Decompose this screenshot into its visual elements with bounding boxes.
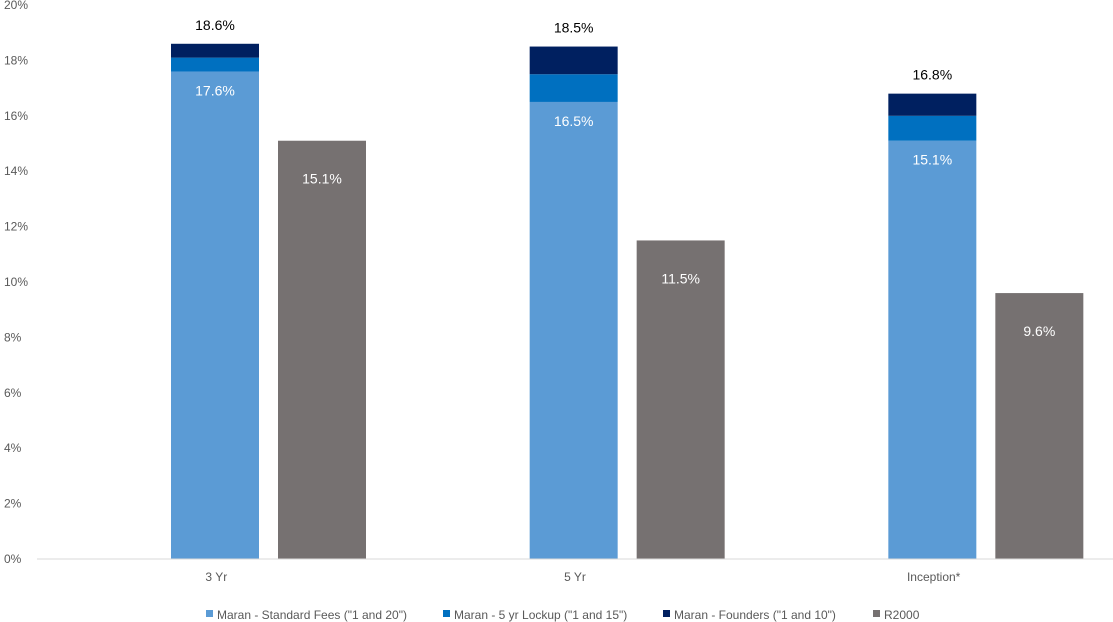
bar-r2000 [278, 140, 366, 560]
bars [171, 43, 1084, 560]
y-axis: 0% 2% 4% 6% 8% 10% 12% 14% 16% 18% 20% [4, 0, 28, 566]
x-category-label: 5 Yr [564, 570, 586, 584]
data-label-r2000: 9.6% [1023, 323, 1055, 339]
y-tick-label: 12% [4, 220, 28, 234]
legend: Maran - Standard Fees ("1 and 20") Maran … [206, 608, 920, 622]
bar-segment-lockup [529, 74, 618, 102]
x-axis: 3 Yr 5 Yr Inception* [37, 558, 1113, 584]
y-tick-label: 20% [4, 0, 28, 12]
y-tick-label: 0% [4, 552, 22, 566]
legend-swatch [663, 610, 670, 617]
data-labels: 17.6% 18.6% 15.1% 16.5% 18.5% 11.5% 15.1% 16.8%… [195, 17, 1055, 339]
data-label-maran-total: 16.8% [912, 67, 952, 83]
bar-segment-standard-fees [888, 140, 977, 560]
y-tick-label: 10% [4, 275, 28, 289]
y-tick-label: 2% [4, 497, 22, 511]
bar-segment-founders [888, 93, 977, 116]
data-label-r2000: 11.5% [661, 270, 700, 286]
bar-segment-standard-fees [171, 71, 259, 559]
data-label-standard-fees: 17.6% [195, 82, 235, 98]
y-tick-label: 6% [4, 386, 22, 400]
data-label-r2000: 15.1% [302, 171, 342, 187]
legend-label: R2000 [884, 608, 920, 622]
legend-swatch [443, 610, 450, 617]
legend-label: Maran - 5 yr Lockup ("1 and 15") [454, 608, 627, 622]
data-label-standard-fees: 16.5% [554, 113, 594, 129]
data-label-maran-total: 18.5% [554, 20, 594, 36]
bar-segment-standard-fees [529, 101, 618, 559]
bar-segment-founders [529, 46, 618, 75]
bar-segment-founders [171, 43, 259, 58]
legend-swatch [206, 610, 213, 617]
x-category-label: Inception* [907, 570, 961, 584]
y-tick-label: 4% [4, 441, 22, 455]
legend-label: Maran - Standard Fees ("1 and 20") [217, 608, 407, 622]
legend-swatch [873, 610, 880, 617]
y-tick-label: 18% [4, 53, 28, 67]
legend-label: Maran - Founders ("1 and 10") [674, 608, 836, 622]
data-label-standard-fees: 15.1% [912, 152, 952, 168]
y-tick-label: 8% [4, 330, 22, 344]
data-label-maran-total: 18.6% [195, 17, 235, 33]
y-tick-label: 14% [4, 164, 28, 178]
bar-r2000 [636, 240, 725, 559]
bar-segment-lockup [171, 57, 259, 72]
bar-r2000 [995, 293, 1084, 559]
x-category-label: 3 Yr [205, 570, 227, 584]
y-tick-label: 16% [4, 109, 28, 123]
bar-segment-lockup [888, 115, 977, 141]
